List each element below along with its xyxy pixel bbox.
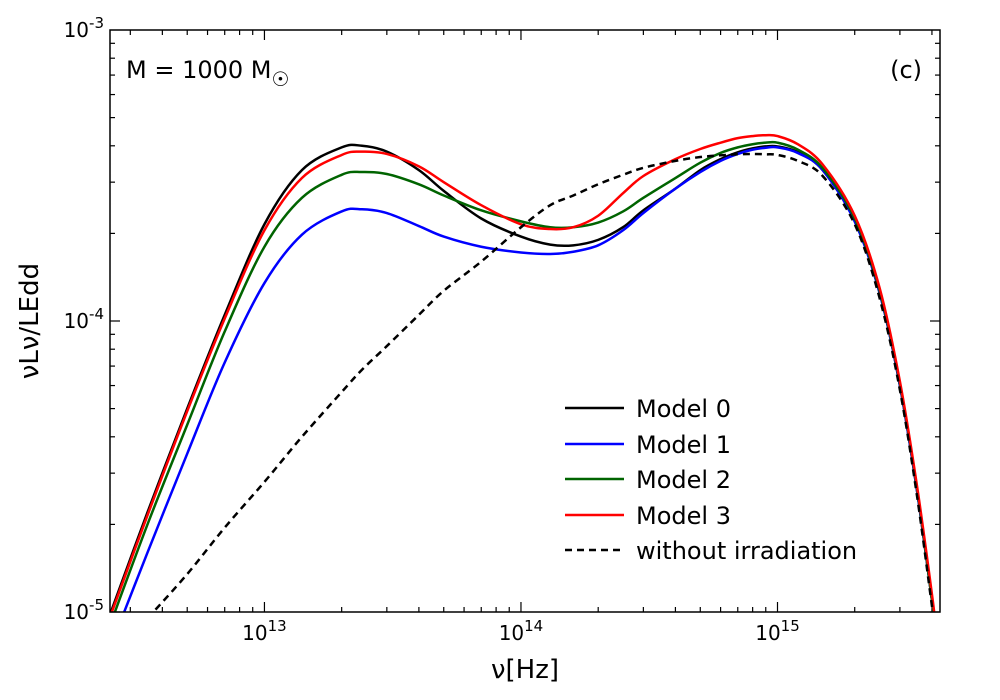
legend-label-model-0: Model 0 xyxy=(636,395,731,423)
series-layer xyxy=(110,133,936,612)
panel-label: (c) xyxy=(890,56,922,84)
mass-annotation: M = 1000 M☉ xyxy=(126,56,289,91)
series-line-without-irradiation xyxy=(151,152,935,612)
legend-label-model-2: Model 2 xyxy=(636,466,731,494)
y-axis-title: νLν/LEdd xyxy=(15,263,45,379)
x-tick-label-1e15: 1015 xyxy=(755,617,800,645)
legend-label-model-3: Model 3 xyxy=(636,502,731,530)
y-tick-label-1e-4: 10-4 xyxy=(64,305,104,333)
series-line-model-3 xyxy=(110,133,936,612)
y-tick-label-1e-3: 10-3 xyxy=(64,14,104,42)
minor-ticks xyxy=(110,30,940,612)
x-axis-title: ν[Hz] xyxy=(491,655,559,685)
legend: Model 0 Model 1 Model 2 Model 3 without … xyxy=(565,395,857,565)
plot-frame xyxy=(109,29,941,613)
y-tick-label-1e-5: 10-5 xyxy=(64,596,104,624)
legend-label-model-1: Model 1 xyxy=(636,431,731,459)
x-tick-label-1e14: 1014 xyxy=(499,617,544,645)
x-tick-label-1e13: 1013 xyxy=(242,617,287,645)
plot-background xyxy=(110,30,940,612)
legend-label-without-irradiation: without irradiation xyxy=(636,537,857,565)
